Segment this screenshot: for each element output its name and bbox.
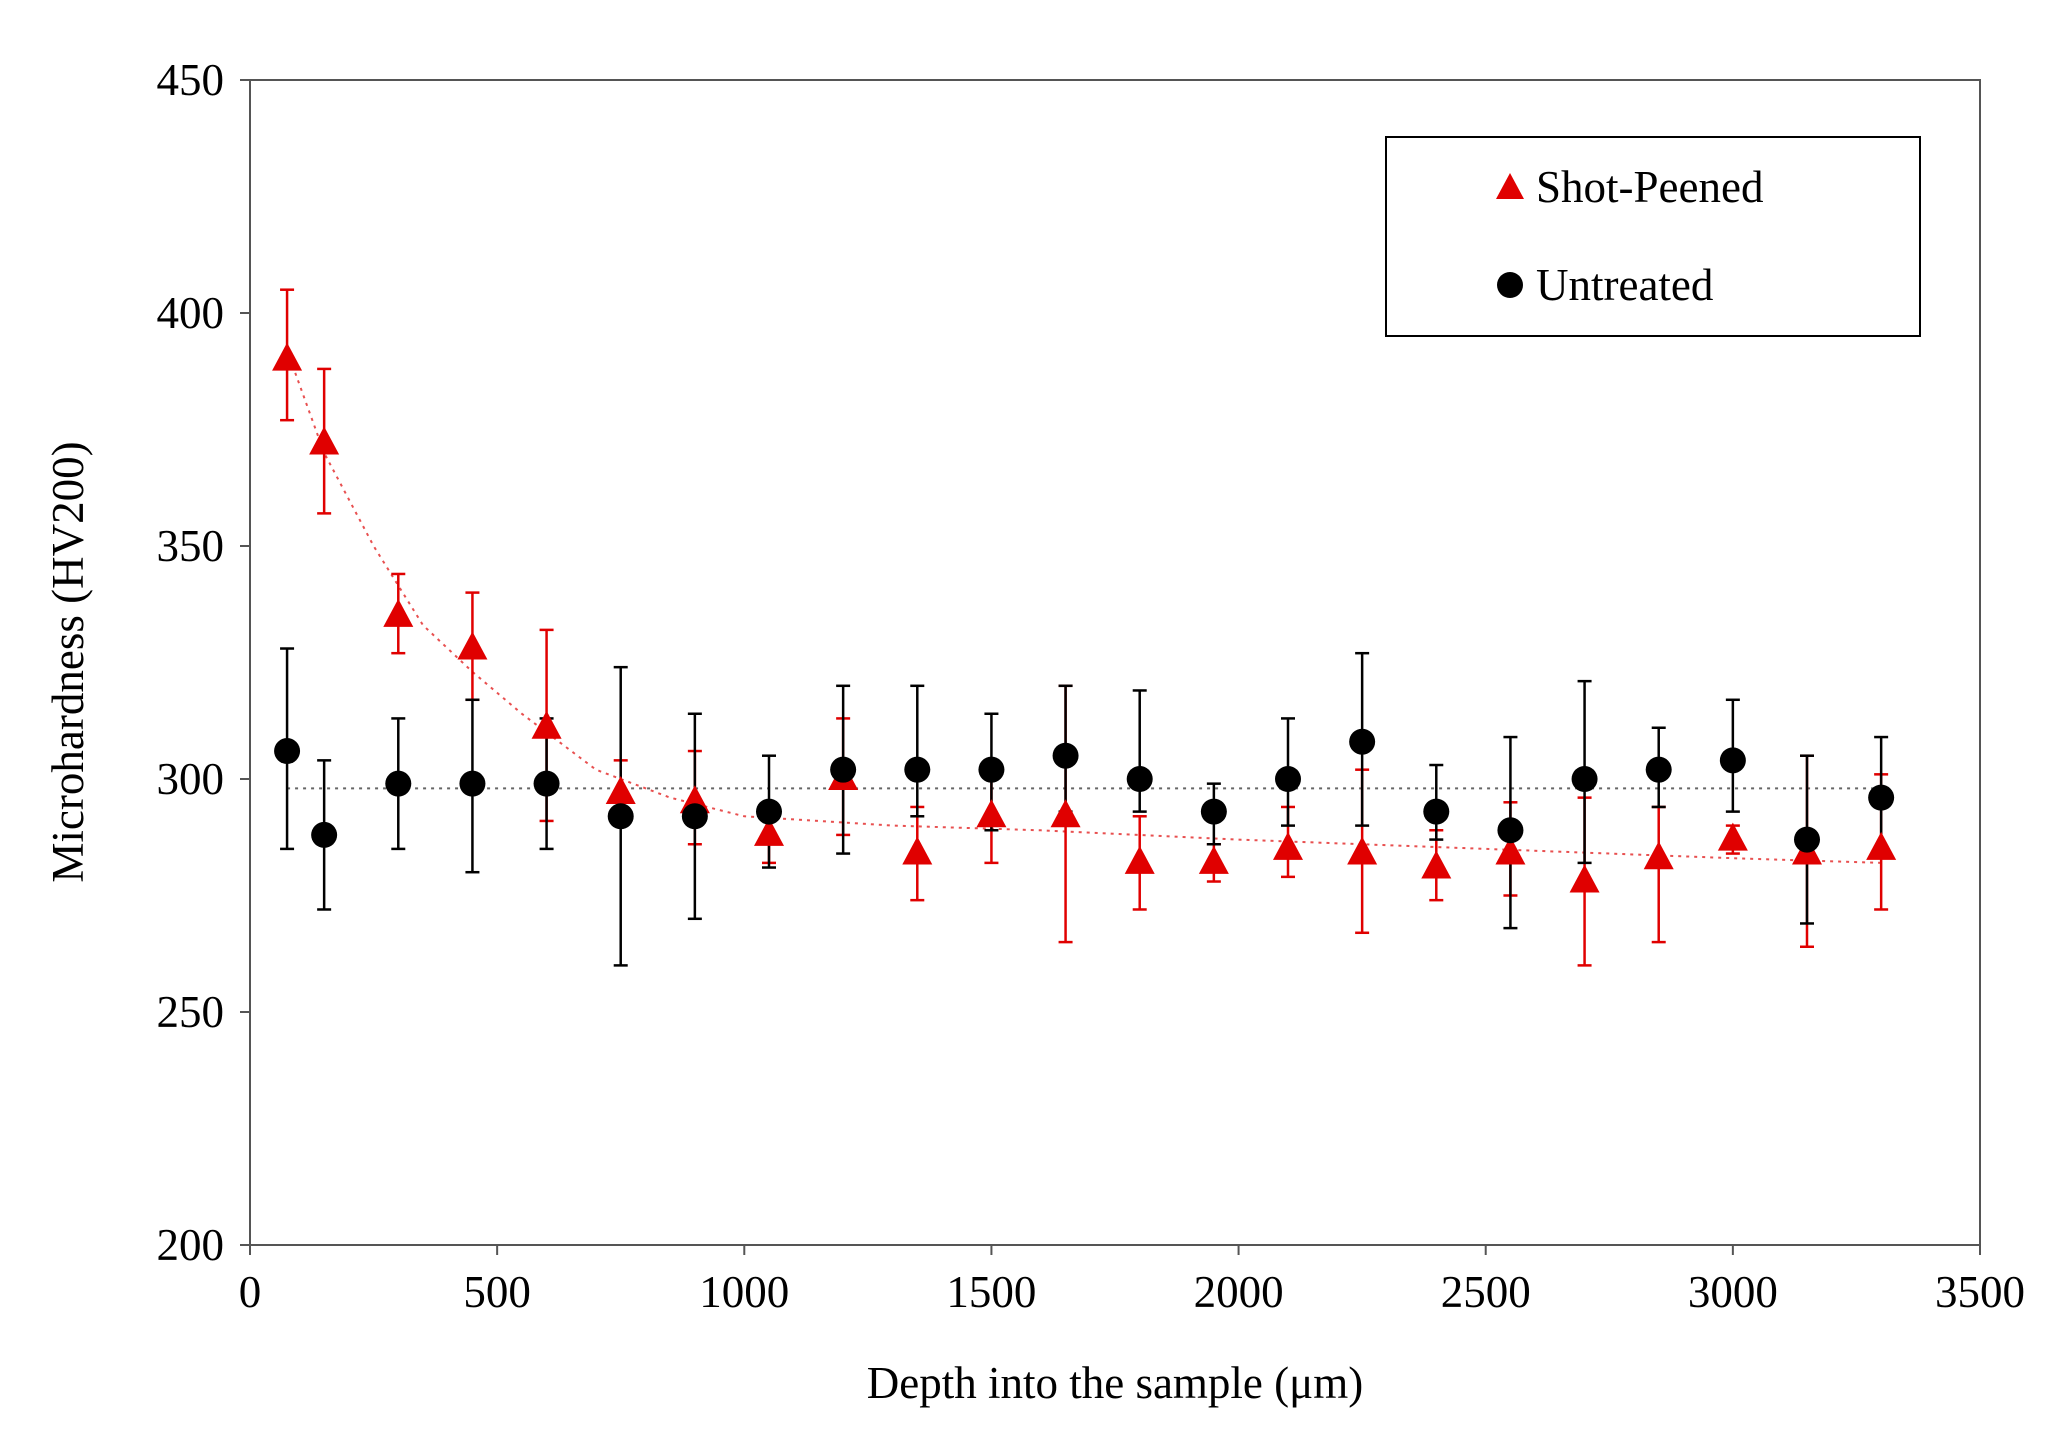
axes: 0 500 1000 1500 2000 2500 3000 3500 200 250 300 350… [157, 55, 2026, 1317]
data-point-shot-peened [1347, 836, 1378, 865]
y-tick-label: 350 [157, 521, 225, 571]
data-point-shot-peened [1717, 822, 1748, 851]
data-point-untreated [459, 770, 486, 797]
data-point-untreated [1423, 798, 1450, 825]
data-point-untreated [1349, 728, 1376, 755]
data-point-shot-peened [1495, 836, 1526, 865]
data-point-shot-peened [1569, 864, 1600, 893]
data-point-shot-peened [1273, 831, 1303, 860]
data-point-untreated [1052, 742, 1079, 769]
x-axis-title: Depth into the sample (μm) [867, 1358, 1364, 1408]
data-point-shot-peened [1421, 850, 1452, 879]
x-tick-label: 3000 [1688, 1267, 1778, 1317]
x-tick-label: 0 [239, 1267, 262, 1317]
legend-label-untreated: Untreated [1536, 260, 1713, 310]
data-markers [272, 342, 1897, 893]
x-tick-label: 2500 [1441, 1267, 1531, 1317]
data-point-shot-peened [1124, 845, 1155, 874]
data-point-untreated [1126, 766, 1153, 792]
data-point-untreated [1868, 784, 1895, 811]
x-tick-label: 500 [463, 1267, 531, 1317]
x-tick-label: 1500 [946, 1267, 1036, 1317]
data-point-shot-peened [531, 710, 562, 739]
data-point-shot-peened [1643, 841, 1674, 870]
y-tick-label: 300 [157, 754, 225, 804]
data-point-untreated [311, 821, 338, 848]
trendline-shot-peened [286, 349, 1882, 864]
x-tick-label: 1000 [699, 1267, 789, 1317]
legend-marker-untreated [1497, 272, 1523, 298]
data-point-untreated [607, 803, 634, 830]
data-point-shot-peened [1050, 799, 1081, 828]
legend-label-shot-peened: Shot-Peened [1536, 162, 1763, 212]
data-point-shot-peened [1866, 831, 1897, 860]
y-tick-label: 200 [157, 1220, 225, 1270]
data-point-shot-peened [457, 631, 488, 660]
data-point-shot-peened [976, 799, 1007, 828]
data-point-untreated [1571, 766, 1598, 792]
data-point-shot-peened [309, 426, 340, 455]
data-point-untreated [756, 798, 782, 825]
data-point-untreated [274, 738, 301, 765]
x-tick-label: 2000 [1194, 1267, 1284, 1317]
data-point-shot-peened [754, 817, 784, 846]
data-point-untreated [904, 756, 931, 783]
data-point-untreated [1719, 747, 1746, 774]
plot-area-frame [249, 79, 1981, 1246]
data-point-shot-peened [1198, 845, 1229, 874]
data-point-untreated [533, 770, 560, 797]
y-tick-label: 250 [157, 987, 225, 1037]
data-point-untreated [385, 770, 412, 797]
data-point-shot-peened [605, 775, 636, 804]
data-point-untreated [1275, 766, 1301, 792]
data-point-untreated [978, 756, 1005, 783]
y-axis-title: Microhardness (HV200) [43, 441, 93, 882]
data-point-shot-peened [902, 836, 933, 865]
legend-box [1385, 136, 1921, 337]
legend-marker-shot-peened [1496, 173, 1524, 199]
y-tick-label: 400 [157, 288, 225, 338]
trendlines [286, 349, 1882, 864]
data-point-untreated [681, 803, 708, 830]
data-point-shot-peened [272, 342, 303, 371]
legend: Shot-Peened Untreated [1385, 136, 1921, 337]
data-point-shot-peened [383, 598, 414, 627]
data-point-untreated [1645, 756, 1672, 783]
y-tick-label: 450 [157, 55, 225, 105]
data-point-untreated [1200, 798, 1227, 825]
x-tick-label: 3500 [1935, 1267, 2025, 1317]
data-point-untreated [830, 756, 857, 783]
data-point-untreated [1794, 826, 1820, 853]
data-point-untreated [1497, 817, 1524, 844]
